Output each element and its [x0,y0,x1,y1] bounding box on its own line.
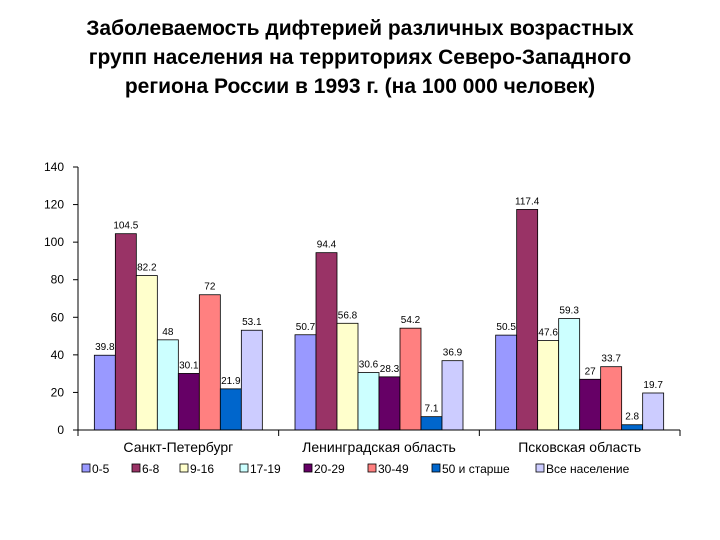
bar-1-2 [294,334,317,431]
legend-label-3: 9-16 [190,462,214,476]
bar-7-1 [219,388,242,431]
data-label-3-3: 47.6 [538,328,558,339]
bar-8-2 [441,360,464,431]
bar-8-1 [240,329,263,431]
legend-swatch-4 [239,463,249,473]
y-tick-label-5: 80 [51,273,65,287]
legend-label-7: 50 и старше [442,462,510,476]
bar-1-3 [495,334,518,431]
y-tick-label-8: 140 [44,160,64,174]
bar-4-3 [558,318,581,431]
bar-2-3 [516,209,539,431]
bar-2-1 [114,233,137,431]
bar-4-2 [357,372,380,431]
bar-3-1 [135,275,158,431]
y-tick-label-6: 100 [44,235,64,249]
data-label-2-2: 94.4 [317,240,337,251]
data-label-4-2: 30.6 [359,360,379,371]
legend-swatch-5 [303,463,313,473]
legend-swatch-1 [81,463,91,473]
bar-6-2 [399,327,422,431]
x-tick-label-2: Ленинградская область [302,439,456,455]
bar-7-2 [420,416,443,431]
legend-swatch-6 [367,463,377,473]
legend-label-1: 0-5 [92,462,110,476]
data-label-1-2: 50.7 [296,322,316,333]
y-tick-label-7: 120 [44,198,64,212]
y-tick-label-2: 20 [51,385,65,399]
data-label-8-3: 19.7 [643,380,663,391]
bar-6-1 [198,294,221,431]
data-label-6-1: 72 [204,282,216,293]
legend-swatch-7 [431,463,441,473]
chart-title: Заболеваемость дифтерией различных возра… [20,14,700,101]
legend-label-6: 30-49 [378,462,409,476]
bar-2-2 [315,252,338,431]
legend-label-5: 20-29 [314,462,345,476]
data-label-4-1: 48 [162,327,174,338]
bar-3-2 [336,322,359,431]
y-tick-label-1: 0 [57,423,64,437]
data-label-6-2: 54.2 [401,315,421,326]
x-tick-label-1: Санкт-Петербург [123,439,233,455]
data-label-2-3: 117.4 [515,196,540,207]
bar-1-1 [93,354,116,431]
chart-title-line-2: групп населения на территориях Северо-За… [88,46,632,69]
data-label-4-3: 59.3 [559,306,579,317]
legend-label-4: 17-19 [250,462,281,476]
legend-label-2: 6-8 [142,462,160,476]
bar-5-3 [579,378,602,431]
data-label-8-1: 53.1 [242,317,262,328]
bar-3-3 [537,340,560,431]
legend-swatch-8 [535,463,545,473]
x-tick-label-3: Псковская область [518,439,641,455]
legend-swatch-2 [131,463,141,473]
bar-5-1 [177,373,200,431]
y-tick-label-3: 40 [51,348,65,362]
data-label-7-3: 2.8 [625,412,639,423]
data-label-8-2: 36.9 [443,348,463,359]
data-label-1-3: 50.5 [496,322,516,333]
legend-swatch-3 [179,463,189,473]
data-label-5-3: 27 [585,366,597,377]
data-label-6-3: 33.7 [601,354,621,365]
bar-4-1 [156,339,179,431]
bar-8-3 [642,392,665,431]
bar-5-2 [378,376,401,431]
data-label-5-1: 30.1 [179,360,199,371]
data-label-2-1: 104.5 [113,221,138,232]
y-tick-label-4: 60 [51,310,65,324]
data-label-7-1: 21.9 [221,376,241,387]
chart-title-line-1: Заболеваемость дифтерией различных возра… [86,17,634,40]
data-label-1-1: 39.8 [95,342,115,353]
data-label-3-2: 56.8 [338,310,358,321]
data-label-7-2: 7.1 [425,404,439,415]
chart-title-line-3: региона России в 1993 г. (на 100 000 чел… [124,75,596,98]
bar-7-3 [621,424,644,431]
data-label-3-1: 82.2 [137,263,157,274]
legend-label-8: Все население [546,462,630,476]
data-label-5-2: 28.3 [380,364,400,375]
bar-6-3 [600,366,623,431]
